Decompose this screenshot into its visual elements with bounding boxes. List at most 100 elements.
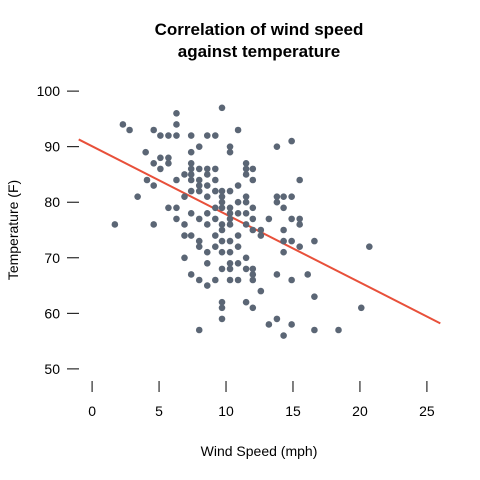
data-point [257, 287, 265, 295]
data-point [143, 176, 151, 184]
data-point [218, 315, 226, 323]
data-point [195, 187, 203, 195]
data-point [173, 204, 180, 212]
data-point [173, 215, 180, 223]
data-point [249, 176, 257, 184]
x-tick-label: 20 [352, 403, 368, 419]
data-point [234, 243, 242, 250]
data-point [242, 198, 250, 206]
data-point [273, 193, 281, 200]
x-tick-label: 15 [285, 403, 301, 419]
data-point [212, 243, 219, 250]
data-point [249, 276, 257, 284]
data-point [242, 210, 250, 217]
data-point [335, 326, 342, 334]
data-point [273, 143, 281, 150]
data-point [218, 104, 226, 112]
data-point [234, 232, 242, 239]
data-point [288, 321, 295, 328]
data-point [218, 221, 226, 228]
data-point [165, 132, 172, 139]
y-axis: 50 60 70 80 90 100 [37, 83, 79, 377]
data-point [273, 315, 281, 323]
data-point [203, 132, 211, 139]
data-point [203, 193, 211, 200]
data-point [212, 132, 219, 139]
data-point [195, 182, 203, 189]
data-point [357, 304, 365, 312]
x-axis: 0 5 10 15 20 25 [88, 381, 435, 419]
data-point [126, 126, 133, 134]
data-point [212, 187, 219, 195]
data-point [173, 132, 180, 139]
data-point [119, 121, 127, 128]
data-point [212, 215, 219, 223]
x-tick-label: 25 [419, 403, 435, 419]
data-point [187, 271, 195, 278]
data-point [257, 232, 265, 239]
data-point [187, 187, 195, 195]
y-tick-label: 70 [44, 250, 60, 266]
data-point [296, 215, 303, 223]
data-point [242, 160, 250, 167]
data-point [249, 265, 257, 273]
data-point [195, 243, 203, 250]
data-point [203, 182, 211, 189]
data-point [242, 165, 250, 173]
data-point [280, 237, 287, 245]
data-point [195, 237, 203, 245]
data-point [212, 165, 219, 173]
data-point [157, 154, 164, 162]
data-point [249, 226, 257, 234]
data-point [280, 332, 287, 339]
data-point [226, 210, 234, 217]
x-tick-label: 5 [155, 403, 163, 419]
data-point [234, 198, 242, 206]
data-point [203, 210, 211, 217]
data-point [226, 204, 234, 212]
data-point [212, 176, 219, 184]
data-point [311, 293, 318, 300]
data-point [265, 215, 273, 223]
data-point [249, 271, 257, 278]
data-point [142, 148, 149, 156]
data-point [288, 215, 295, 223]
data-point [187, 176, 195, 184]
data-point [181, 221, 188, 228]
data-point [173, 110, 180, 117]
data-point [226, 148, 234, 156]
x-tick-label: 10 [218, 403, 234, 419]
data-point [249, 204, 257, 212]
data-point [304, 271, 312, 278]
x-axis-label: Wind Speed (mph) [201, 443, 318, 459]
data-point [280, 204, 287, 212]
data-point [187, 210, 195, 217]
data-point [181, 193, 188, 200]
x-tick-label: 0 [88, 403, 96, 419]
data-point [226, 221, 234, 228]
data-point [234, 260, 242, 267]
data-point [226, 248, 234, 256]
data-point [134, 193, 141, 200]
data-point [150, 221, 157, 228]
data-point [288, 237, 295, 245]
data-point [242, 265, 250, 273]
data-point [311, 326, 318, 334]
data-point [226, 215, 234, 223]
data-point [187, 165, 195, 173]
data-point [242, 193, 250, 200]
data-point [242, 171, 250, 178]
y-tick-label: 50 [44, 361, 60, 377]
data-point [203, 248, 211, 256]
data-point [288, 137, 295, 145]
y-tick-label: 90 [44, 139, 60, 155]
y-tick-label: 100 [37, 83, 61, 99]
data-point [273, 198, 281, 206]
data-point [242, 254, 250, 262]
data-point [195, 143, 203, 150]
data-point [195, 176, 203, 184]
y-tick-label: 60 [44, 305, 60, 321]
data-point [280, 193, 287, 200]
data-point [195, 326, 203, 334]
